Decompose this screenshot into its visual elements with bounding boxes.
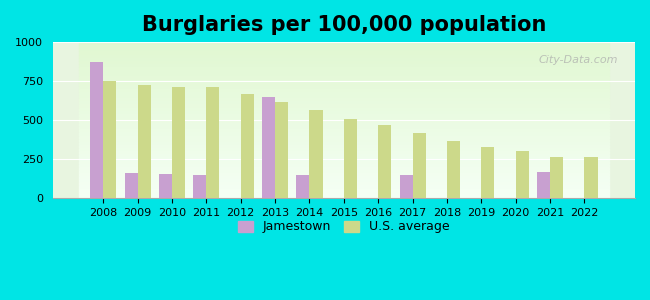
Bar: [79, 182, 608, 185]
Bar: [79, 173, 608, 176]
Bar: [79, 67, 608, 70]
Bar: [159, 174, 172, 198]
Bar: [79, 104, 608, 108]
Bar: [79, 117, 608, 120]
Bar: [79, 185, 608, 189]
Bar: [79, 58, 608, 61]
Bar: [262, 98, 275, 198]
Bar: [447, 141, 460, 198]
Text: City-Data.com: City-Data.com: [538, 55, 617, 64]
Bar: [79, 179, 608, 182]
Legend: Jamestown, U.S. average: Jamestown, U.S. average: [233, 215, 454, 238]
Bar: [193, 175, 206, 198]
Bar: [344, 119, 357, 198]
Bar: [79, 145, 608, 148]
Bar: [79, 126, 608, 129]
Bar: [90, 61, 103, 198]
Bar: [262, 98, 275, 198]
Bar: [79, 73, 608, 76]
Bar: [159, 174, 172, 198]
Bar: [79, 148, 608, 151]
Bar: [482, 146, 495, 198]
Bar: [79, 192, 608, 195]
Bar: [413, 133, 426, 198]
Bar: [79, 129, 608, 133]
Bar: [79, 86, 608, 89]
Bar: [79, 133, 608, 136]
Bar: [79, 167, 608, 170]
Bar: [79, 76, 608, 80]
Bar: [125, 173, 138, 198]
Bar: [79, 64, 608, 67]
Bar: [537, 172, 550, 198]
Bar: [584, 157, 597, 198]
Bar: [413, 133, 426, 198]
Bar: [447, 141, 460, 198]
Bar: [193, 175, 206, 198]
Bar: [79, 52, 608, 55]
Bar: [79, 154, 608, 158]
Bar: [79, 158, 608, 160]
Bar: [240, 94, 254, 198]
Bar: [550, 157, 563, 198]
Bar: [79, 123, 608, 126]
Bar: [344, 119, 357, 198]
Bar: [79, 108, 608, 111]
Bar: [79, 48, 608, 52]
Bar: [79, 195, 608, 198]
Bar: [515, 151, 529, 198]
Bar: [172, 86, 185, 198]
Bar: [79, 98, 608, 101]
Bar: [79, 114, 608, 117]
Bar: [79, 111, 608, 114]
Bar: [138, 85, 151, 198]
Bar: [79, 136, 608, 139]
Bar: [103, 81, 116, 198]
Bar: [275, 102, 288, 198]
Bar: [79, 70, 608, 73]
Bar: [400, 175, 413, 198]
Bar: [275, 102, 288, 198]
Bar: [79, 189, 608, 192]
Bar: [550, 157, 563, 198]
Bar: [79, 176, 608, 179]
Bar: [309, 110, 322, 198]
Bar: [537, 172, 550, 198]
Bar: [79, 142, 608, 145]
Bar: [378, 125, 391, 198]
Bar: [79, 45, 608, 48]
Bar: [515, 151, 529, 198]
Bar: [79, 55, 608, 58]
Bar: [309, 110, 322, 198]
Bar: [138, 85, 151, 198]
Bar: [79, 89, 608, 92]
Bar: [79, 164, 608, 167]
Bar: [482, 146, 495, 198]
Bar: [103, 81, 116, 198]
Bar: [79, 151, 608, 154]
Bar: [79, 42, 608, 45]
Bar: [172, 86, 185, 198]
Bar: [206, 87, 220, 198]
Bar: [296, 175, 309, 198]
Bar: [206, 87, 220, 198]
Bar: [79, 92, 608, 95]
Bar: [240, 94, 254, 198]
Bar: [79, 139, 608, 142]
Bar: [79, 80, 608, 82]
Bar: [296, 175, 309, 198]
Bar: [79, 61, 608, 64]
Bar: [79, 101, 608, 104]
Bar: [125, 173, 138, 198]
Bar: [79, 120, 608, 123]
Bar: [400, 175, 413, 198]
Bar: [584, 157, 597, 198]
Bar: [79, 82, 608, 86]
Bar: [79, 170, 608, 173]
Bar: [79, 95, 608, 98]
Title: Burglaries per 100,000 population: Burglaries per 100,000 population: [142, 15, 546, 35]
Bar: [79, 160, 608, 164]
Bar: [90, 61, 103, 198]
Bar: [378, 125, 391, 198]
